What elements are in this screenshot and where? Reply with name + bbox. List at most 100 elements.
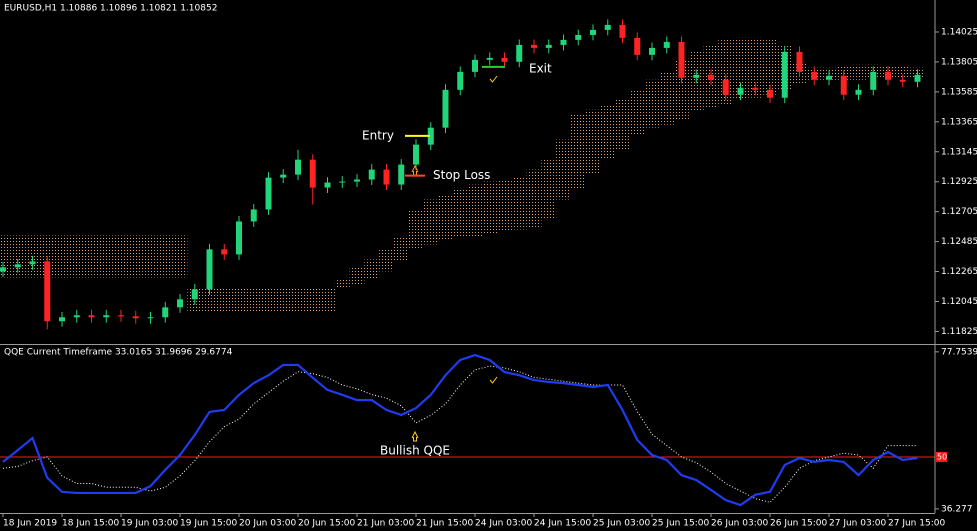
y-tick-label: 36.277: [941, 504, 973, 514]
candle-body: [44, 261, 51, 322]
cloud-slice: [659, 71, 675, 125]
y-tick-label: 77.7539: [941, 347, 977, 357]
cloud-slice: [84, 235, 99, 278]
candle-body: [634, 37, 641, 55]
candle-body: [752, 87, 759, 90]
candle-body: [899, 79, 906, 82]
candle-body: [531, 44, 537, 48]
cloud-slice: [438, 194, 453, 240]
y-tick-label: 1.11825: [941, 327, 977, 337]
cloud-slice: [216, 287, 232, 312]
y-tick-label: 1.13805: [941, 57, 977, 67]
y-tick-label: 1.13145: [941, 147, 977, 157]
candle-body: [693, 74, 700, 78]
x-tick-label: 27 Jun 03:00: [829, 519, 886, 529]
candle-body: [472, 59, 478, 72]
check-icon: [489, 376, 498, 384]
cloud-slice: [497, 179, 512, 232]
cloud-slice: [541, 159, 557, 220]
candle-body: [870, 71, 877, 90]
candle-body: [708, 74, 714, 80]
candle-body: [678, 41, 685, 78]
candle-body: [221, 249, 228, 255]
candle-body: [501, 57, 508, 62]
candle-body: [781, 51, 788, 98]
candle-body: [339, 181, 346, 183]
chart-title: EURUSD,H1 1.10886 1.10896 1.10821 1.1085…: [4, 4, 217, 14]
candle-body: [840, 75, 847, 95]
arrow-icon: [411, 430, 419, 442]
candle-body: [516, 44, 523, 62]
x-tick-label: 25 Jun 15:00: [652, 519, 709, 529]
candle-body: [147, 317, 154, 319]
candle-body: [295, 159, 301, 175]
cloud-slice: [231, 287, 247, 312]
candle-body: [914, 74, 921, 82]
candle-body: [649, 47, 655, 55]
cloud-slice: [364, 259, 380, 280]
cloud-slice: [747, 37, 763, 98]
candle-body: [250, 209, 257, 222]
candle-body: [383, 169, 390, 185]
candle-body: [368, 169, 375, 180]
cloud-slice: [320, 287, 335, 312]
cloud-slice: [570, 114, 586, 190]
y-tick-label: 1.14025: [941, 27, 977, 37]
x-tick-label: 26 Jun 15:00: [770, 519, 827, 529]
x-tick-label: 18 Jun 15:00: [62, 519, 119, 529]
cloud-slice: [629, 89, 645, 135]
cloud-slice: [334, 279, 350, 288]
x-tick-label: 18 Jun 2019: [3, 519, 57, 529]
candle-body: [191, 289, 198, 300]
x-tick-label: 25 Jun 03:00: [593, 519, 650, 529]
cloud-slice: [423, 199, 439, 245]
candle-body: [132, 316, 139, 319]
cloud-slice: [526, 169, 542, 228]
candle-body: [280, 174, 287, 178]
x-tick-label: 21 Jun 03:00: [357, 519, 414, 529]
candle-body: [73, 315, 80, 318]
candle-body: [427, 127, 434, 145]
candle-body: [398, 164, 405, 185]
cloud-slice: [128, 235, 144, 278]
candle-body: [575, 34, 582, 40]
annotation-label: Stop Loss: [433, 168, 490, 182]
candle-body: [619, 24, 626, 38]
x-tick-label: 20 Jun 15:00: [298, 519, 355, 529]
cloud-slice: [261, 287, 276, 312]
candle-body: [29, 261, 36, 265]
cloud-slice: [467, 184, 483, 238]
candle-body: [265, 177, 272, 210]
candle-body: [59, 317, 65, 322]
candle-body: [457, 71, 464, 90]
check-icon: [489, 75, 498, 83]
cloud-slice: [556, 139, 571, 200]
level-label-box: [936, 451, 947, 462]
y-tick-label: 1.12705: [941, 207, 977, 217]
annotation-label: Bullish QQE: [380, 444, 450, 458]
x-tick-label: 24 Jun 03:00: [475, 519, 532, 529]
y-tick-label: 1.12925: [941, 177, 977, 187]
cloud-slice: [305, 287, 321, 312]
cloud-slice: [379, 249, 394, 272]
candle-body: [486, 57, 493, 60]
cloud-slice: [349, 267, 365, 285]
cloud-slice: [172, 235, 188, 278]
candle-body: [767, 89, 773, 98]
candle-body: [177, 299, 183, 308]
cloud-slice: [393, 237, 409, 262]
cloud-slice: [718, 39, 734, 105]
x-tick-label: 24 Jun 15:00: [534, 519, 591, 529]
candle-body: [0, 267, 6, 272]
candle-body: [811, 71, 818, 80]
cloud-slice: [143, 235, 158, 278]
plot-layer: [0, 19, 935, 507]
cloud-slice: [408, 209, 424, 250]
cloud-slice: [585, 109, 601, 175]
candle-body: [826, 75, 832, 80]
candle-body: [88, 315, 95, 318]
cloud-slice: [482, 181, 498, 235]
cloud-slice: [0, 235, 11, 278]
candle-body: [236, 221, 242, 255]
